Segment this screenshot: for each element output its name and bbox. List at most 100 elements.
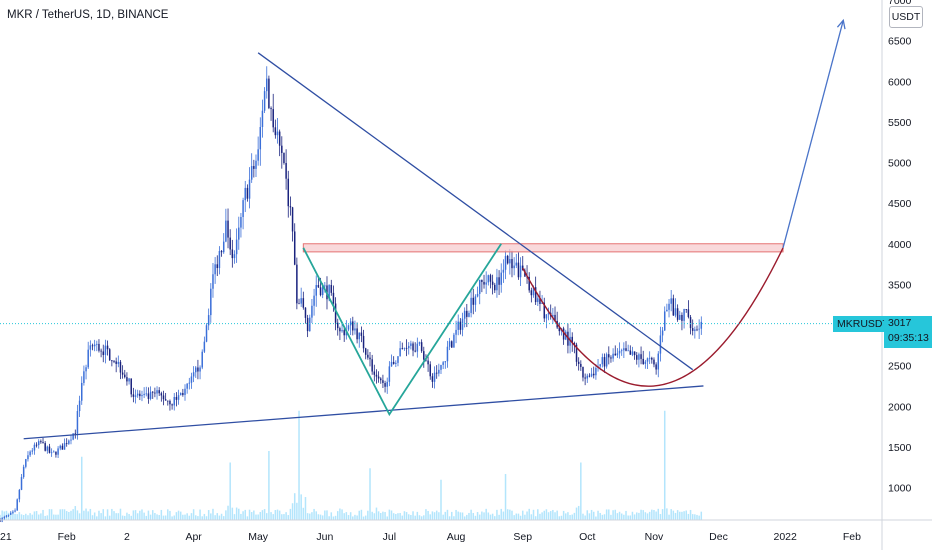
volume-bar [205,516,208,520]
volume-bar [565,513,567,520]
volume-bar [3,511,6,520]
volume-bar [554,512,556,520]
volume-bar [616,513,619,520]
volume-bar [476,512,479,520]
candle-body [623,348,625,351]
volume-bar [246,516,249,520]
volume-bar [332,516,335,520]
candle-body [274,127,277,136]
candle-body [55,451,57,455]
candle-body [390,361,393,367]
volume-bar [229,462,231,520]
volume-bar [255,514,257,520]
volume-bar [173,515,176,520]
candle-body [339,328,341,332]
volume-bar [567,512,569,520]
annotation-layer [0,18,882,440]
candle-body [195,367,197,373]
volume-bar [128,514,130,520]
candle-body [399,348,401,357]
candle-body [182,393,184,395]
volume-bar [549,511,552,520]
price-tick-label: 2500 [888,361,912,373]
volume-bar [399,512,401,520]
candle-body [319,287,322,296]
time-tick-label: Dec [709,531,728,543]
candle-body [470,297,472,313]
candle-body [162,395,165,400]
candle-body [373,371,376,375]
volume-bar [504,474,507,520]
candle-body [167,400,169,402]
volume-bar [285,512,287,520]
volume-bar [515,513,518,520]
volume-bar [384,512,386,520]
candle-body [7,514,10,516]
volume-bar [139,510,141,520]
volume-bar [698,515,700,520]
candle-body [128,378,130,382]
candle-body [130,378,132,395]
candle-body [203,341,206,352]
volume-bar [496,509,498,520]
candle-body [76,411,79,434]
volume-layer [0,410,703,520]
volume-bar [259,511,262,520]
volume-bar [336,511,339,520]
volume-bar [192,509,195,520]
volume-bar [487,512,490,520]
candle-body [184,388,186,395]
candle-body [35,444,38,446]
volume-bar [700,511,703,520]
candle-body [500,272,502,285]
candle-body [235,239,238,255]
currency-badge[interactable]: USDT [889,6,923,28]
time-tick-label: Jun [316,531,333,543]
candle-body [111,360,113,362]
volume-bar [485,508,487,520]
candle-body [453,334,455,348]
candle-body [42,442,44,444]
candle-body [519,265,522,278]
candle-body [573,342,576,345]
volume-bar [186,513,188,520]
candle-body [362,335,365,349]
cup-curve [522,247,784,387]
volume-bar [154,512,156,520]
volume-bar [491,513,494,520]
candle-body [455,329,457,335]
volume-bar [545,509,548,520]
candle-body [141,395,143,397]
volume-bar [238,508,240,520]
volume-bar [625,510,627,520]
candle-body [14,510,16,512]
volume-bar [681,511,683,520]
volume-bar [392,513,395,520]
volume-bar [63,509,66,520]
volume-bar [296,502,298,520]
time-tick-label: 2022 [774,531,798,543]
candle-body [367,354,369,358]
candle-body [173,397,176,406]
last-price-tag: 3017 09:35:13 [884,315,932,348]
volume-bar [446,509,449,520]
volume-bar [293,493,296,520]
candle-body [547,312,550,315]
candle-body [476,293,479,297]
volume-bar [1,510,3,520]
candle-body [255,160,257,169]
candle-body [263,91,266,111]
candle-body [670,298,672,304]
candle-body [91,345,94,347]
candle-body [324,285,326,287]
volume-bar [461,512,464,520]
candle-body [487,275,490,283]
candle-body [358,332,361,340]
candle-body [513,265,515,269]
volume-bar [231,507,234,520]
candle-body [18,489,21,500]
volume-bar [76,510,79,520]
volume-bar [257,514,259,520]
candle-body [44,443,46,451]
